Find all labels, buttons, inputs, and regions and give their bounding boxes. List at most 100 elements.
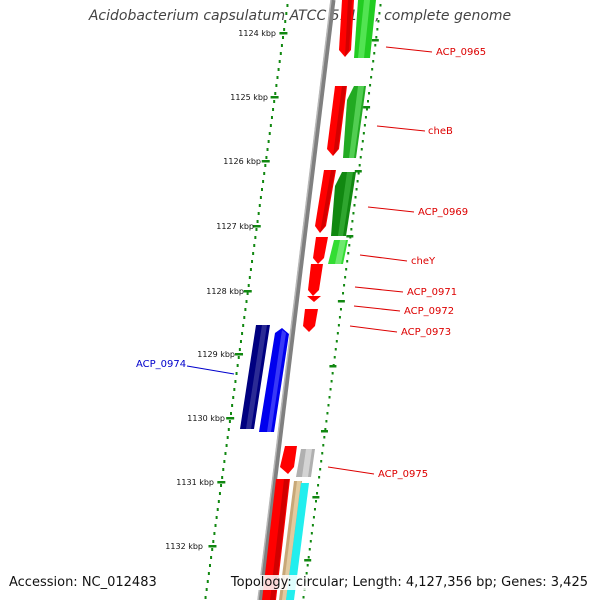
guide-dot	[315, 500, 317, 503]
ruler-tick	[235, 353, 244, 356]
guide-dot	[363, 124, 366, 127]
guide-dot	[331, 372, 334, 375]
guide-dot	[350, 228, 353, 231]
tick-label: 1132 kbp	[165, 542, 203, 551]
guide-dot	[330, 380, 333, 383]
guide-dot	[310, 532, 313, 535]
gene-label: ACP_0972	[404, 306, 454, 317]
guide-dot	[302, 596, 305, 599]
gene-label: ACP_0969	[418, 207, 468, 218]
tick-label: 1129 kbp	[197, 350, 235, 359]
ruler-dot	[285, 12, 288, 15]
guide-dot	[351, 220, 354, 223]
other-features	[279, 449, 315, 600]
guide-dot	[353, 204, 356, 207]
ruler-tick	[226, 417, 235, 420]
ruler-dot	[237, 356, 240, 359]
gene-label: ACP_0965	[436, 47, 486, 58]
ruler-dot	[275, 84, 278, 87]
ruler-dot	[267, 140, 270, 143]
ruler-dot	[224, 452, 227, 455]
guide-dot	[345, 268, 348, 271]
guide-dot	[377, 20, 380, 23]
guide-dot	[339, 308, 342, 311]
guide-dot	[318, 476, 321, 479]
guide-dot	[334, 348, 337, 351]
ruler-dot	[249, 268, 252, 271]
callout-lines	[186, 46, 433, 475]
guide-dot	[328, 396, 331, 399]
ruler-dot	[218, 492, 221, 495]
cds-feature	[358, 0, 370, 58]
ruler-dot	[272, 108, 275, 111]
ruler-dot	[238, 348, 241, 351]
ruler-dot	[276, 76, 279, 79]
guide-dot	[320, 460, 323, 463]
guide-dot	[344, 276, 347, 279]
guide-dot	[336, 332, 339, 335]
guide-dot	[359, 156, 362, 159]
guide-dot	[364, 116, 367, 119]
ruler-dot	[221, 476, 224, 479]
ruler-dot	[230, 412, 233, 415]
guide-dot	[368, 92, 371, 95]
ruler-dot	[226, 436, 229, 439]
ruler-dot	[255, 228, 258, 231]
ruler-dot	[220, 484, 223, 487]
guide-dot	[352, 212, 355, 215]
ruler-dot	[212, 540, 215, 543]
gene-label: ACP_0974	[136, 359, 186, 370]
guide-dot	[347, 252, 350, 255]
ruler-tick	[243, 290, 252, 293]
guide-dot	[325, 420, 328, 423]
guide-dot	[357, 172, 360, 175]
guide-dot	[329, 388, 332, 391]
guide-dot	[337, 324, 340, 327]
ruler-dot	[265, 156, 268, 159]
guide-dot	[346, 260, 349, 263]
guide-dot	[307, 556, 310, 559]
guide-dot	[319, 468, 322, 471]
gene-label: ACP_0973	[401, 327, 451, 338]
ruler-dot	[264, 164, 267, 167]
ruler-dot	[279, 52, 282, 55]
guide-dot	[354, 196, 357, 199]
cds-feature	[320, 170, 335, 233]
ruler-dot	[252, 252, 255, 255]
ruler-dot	[236, 364, 239, 367]
ruler-dot	[233, 388, 236, 391]
gene-label: ACP_0971	[407, 287, 457, 298]
guide-dot	[372, 60, 375, 63]
guide-dot	[322, 444, 325, 447]
guide-tick	[320, 430, 328, 433]
ruler-dot	[239, 340, 242, 343]
ruler-dot	[280, 44, 283, 47]
ruler-dot	[278, 60, 281, 63]
ruler-dot	[206, 580, 209, 583]
guide-dot	[309, 540, 312, 543]
tick-label: 1130 kbp	[187, 414, 225, 423]
ruler-dot	[254, 236, 257, 239]
ruler-dot	[283, 28, 286, 31]
guide-dot	[371, 68, 374, 71]
cds-feature	[286, 483, 309, 600]
cds-feature	[345, 0, 352, 57]
gene-label: cheY	[411, 256, 436, 267]
ruler-tick	[279, 32, 288, 35]
ruler-dot	[251, 260, 254, 263]
guide-dot	[305, 572, 308, 575]
guide-dot	[365, 108, 368, 111]
ruler-tick	[217, 481, 226, 484]
ruler-dot	[216, 508, 219, 511]
ruler-dot	[277, 68, 280, 71]
ruler-tick	[252, 225, 261, 228]
guide-dot	[313, 508, 316, 511]
cds-feature	[246, 325, 267, 429]
tick-label: 1126 kbp	[223, 157, 261, 166]
scale-ruler	[204, 4, 289, 599]
tick-label: 1127 kbp	[216, 222, 254, 231]
ruler-dot	[253, 244, 256, 247]
ruler-tick	[208, 545, 217, 548]
ruler-dot	[228, 420, 231, 423]
